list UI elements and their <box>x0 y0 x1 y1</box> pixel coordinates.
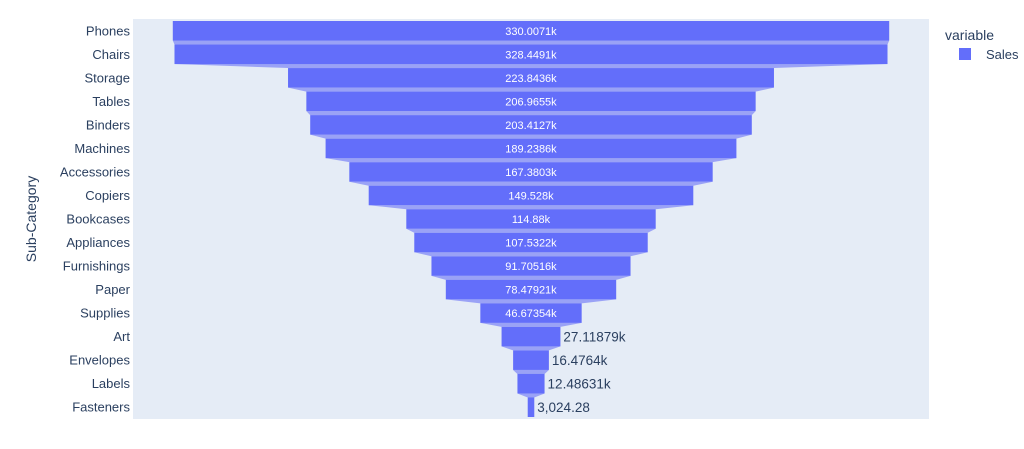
data-label-furnishings: 91.70516k <box>505 261 557 273</box>
connector-machines-accessories <box>325 158 737 163</box>
bar-copiers[interactable] <box>368 185 694 206</box>
y-tick-fasteners: Fasteners <box>72 400 130 415</box>
funnel-connectors <box>172 40 890 398</box>
connector-furnishings-paper <box>431 275 631 280</box>
data-label-art: 27.11879k <box>563 330 625 345</box>
legend-title: variable <box>945 27 994 43</box>
data-label-copiers: 149.528k <box>508 190 554 202</box>
funnel-bars <box>172 21 890 417</box>
data-label-tables: 206.9655k <box>505 96 557 108</box>
bar-machines[interactable] <box>325 138 737 159</box>
connector-binders-machines <box>310 134 752 139</box>
connector-paper-supplies <box>445 299 617 304</box>
connector-accessories-copiers <box>349 181 713 186</box>
y-tick-art: Art <box>113 329 130 344</box>
y-tick-paper: Paper <box>95 282 130 297</box>
connector-supplies-art <box>480 322 582 327</box>
data-label-paper: 78.47921k <box>505 285 557 297</box>
connector-chairs-storage <box>174 64 888 69</box>
bar-paper[interactable] <box>445 279 617 300</box>
y-tick-copiers: Copiers <box>85 188 130 203</box>
y-tick-chairs: Chairs <box>92 47 130 62</box>
bar-fasteners[interactable] <box>527 397 535 417</box>
y-tick-binders: Binders <box>86 117 131 132</box>
connector-art-envelopes <box>501 346 561 351</box>
legend-item-sales[interactable]: Sales <box>986 47 1019 62</box>
connector-envelopes-labels <box>513 369 549 374</box>
bar-phones[interactable] <box>172 21 890 41</box>
connector-labels-fasteners <box>517 393 545 398</box>
bar-supplies[interactable] <box>480 303 582 323</box>
bar-furnishings[interactable] <box>431 256 631 276</box>
data-label-bookcases: 114.88k <box>512 214 551 226</box>
data-label-binders: 203.4127k <box>505 120 557 132</box>
data-labels: 330.0071k 328.4491k 223.8436k 206.9655k 203.… <box>505 26 625 415</box>
connector-bookcases-appliances <box>406 228 656 233</box>
data-label-accessories: 167.3803k <box>505 167 557 179</box>
y-tick-envelopes: Envelopes <box>69 353 130 368</box>
y-tick-machines: Machines <box>74 141 130 156</box>
y-tick-accessories: Accessories <box>60 164 131 179</box>
bar-bookcases[interactable] <box>406 209 656 229</box>
y-tick-supplies: Supplies <box>80 306 130 321</box>
bar-storage[interactable] <box>288 68 774 88</box>
y-tick-labels: Phones Chairs Storage Tables Binders Machines… <box>60 23 131 414</box>
connector-copiers-bookcases <box>368 205 694 210</box>
bar-art[interactable] <box>501 326 561 347</box>
y-tick-tables: Tables <box>92 94 130 109</box>
bar-appliances[interactable] <box>414 232 648 253</box>
connector-tables-binders <box>306 111 756 116</box>
data-label-storage: 223.8436k <box>505 73 557 85</box>
data-label-machines: 189.2386k <box>505 143 557 155</box>
y-tick-phones: Phones <box>86 23 131 38</box>
data-label-labels: 12.48631k <box>548 377 611 392</box>
bar-accessories[interactable] <box>349 162 713 182</box>
connector-appliances-furnishings <box>414 252 648 257</box>
legend[interactable]: variable Sales <box>945 27 1019 62</box>
bar-chairs[interactable] <box>174 44 888 65</box>
data-label-appliances: 107.5322k <box>505 238 557 250</box>
bar-tables[interactable] <box>306 91 756 112</box>
connector-phones-chairs <box>172 40 890 45</box>
bar-labels[interactable] <box>517 373 545 394</box>
y-tick-bookcases: Bookcases <box>66 212 130 227</box>
legend-swatch-sales[interactable] <box>959 48 971 60</box>
connector-storage-tables <box>288 87 774 92</box>
y-axis-title: Sub-Category <box>23 176 39 262</box>
data-label-fasteners: 3,024.28 <box>537 400 590 415</box>
y-tick-appliances: Appliances <box>66 235 130 250</box>
y-tick-furnishings: Furnishings <box>63 259 131 274</box>
data-label-supplies: 46.67354k <box>505 308 557 320</box>
bar-binders[interactable] <box>310 115 752 135</box>
data-label-chairs: 328.4491k <box>505 49 557 61</box>
data-label-phones: 330.0071k <box>505 26 557 38</box>
bar-envelopes[interactable] <box>513 350 549 370</box>
y-tick-labels: Labels <box>92 376 131 391</box>
data-label-envelopes: 16.4764k <box>552 353 608 368</box>
y-tick-storage: Storage <box>84 70 130 85</box>
